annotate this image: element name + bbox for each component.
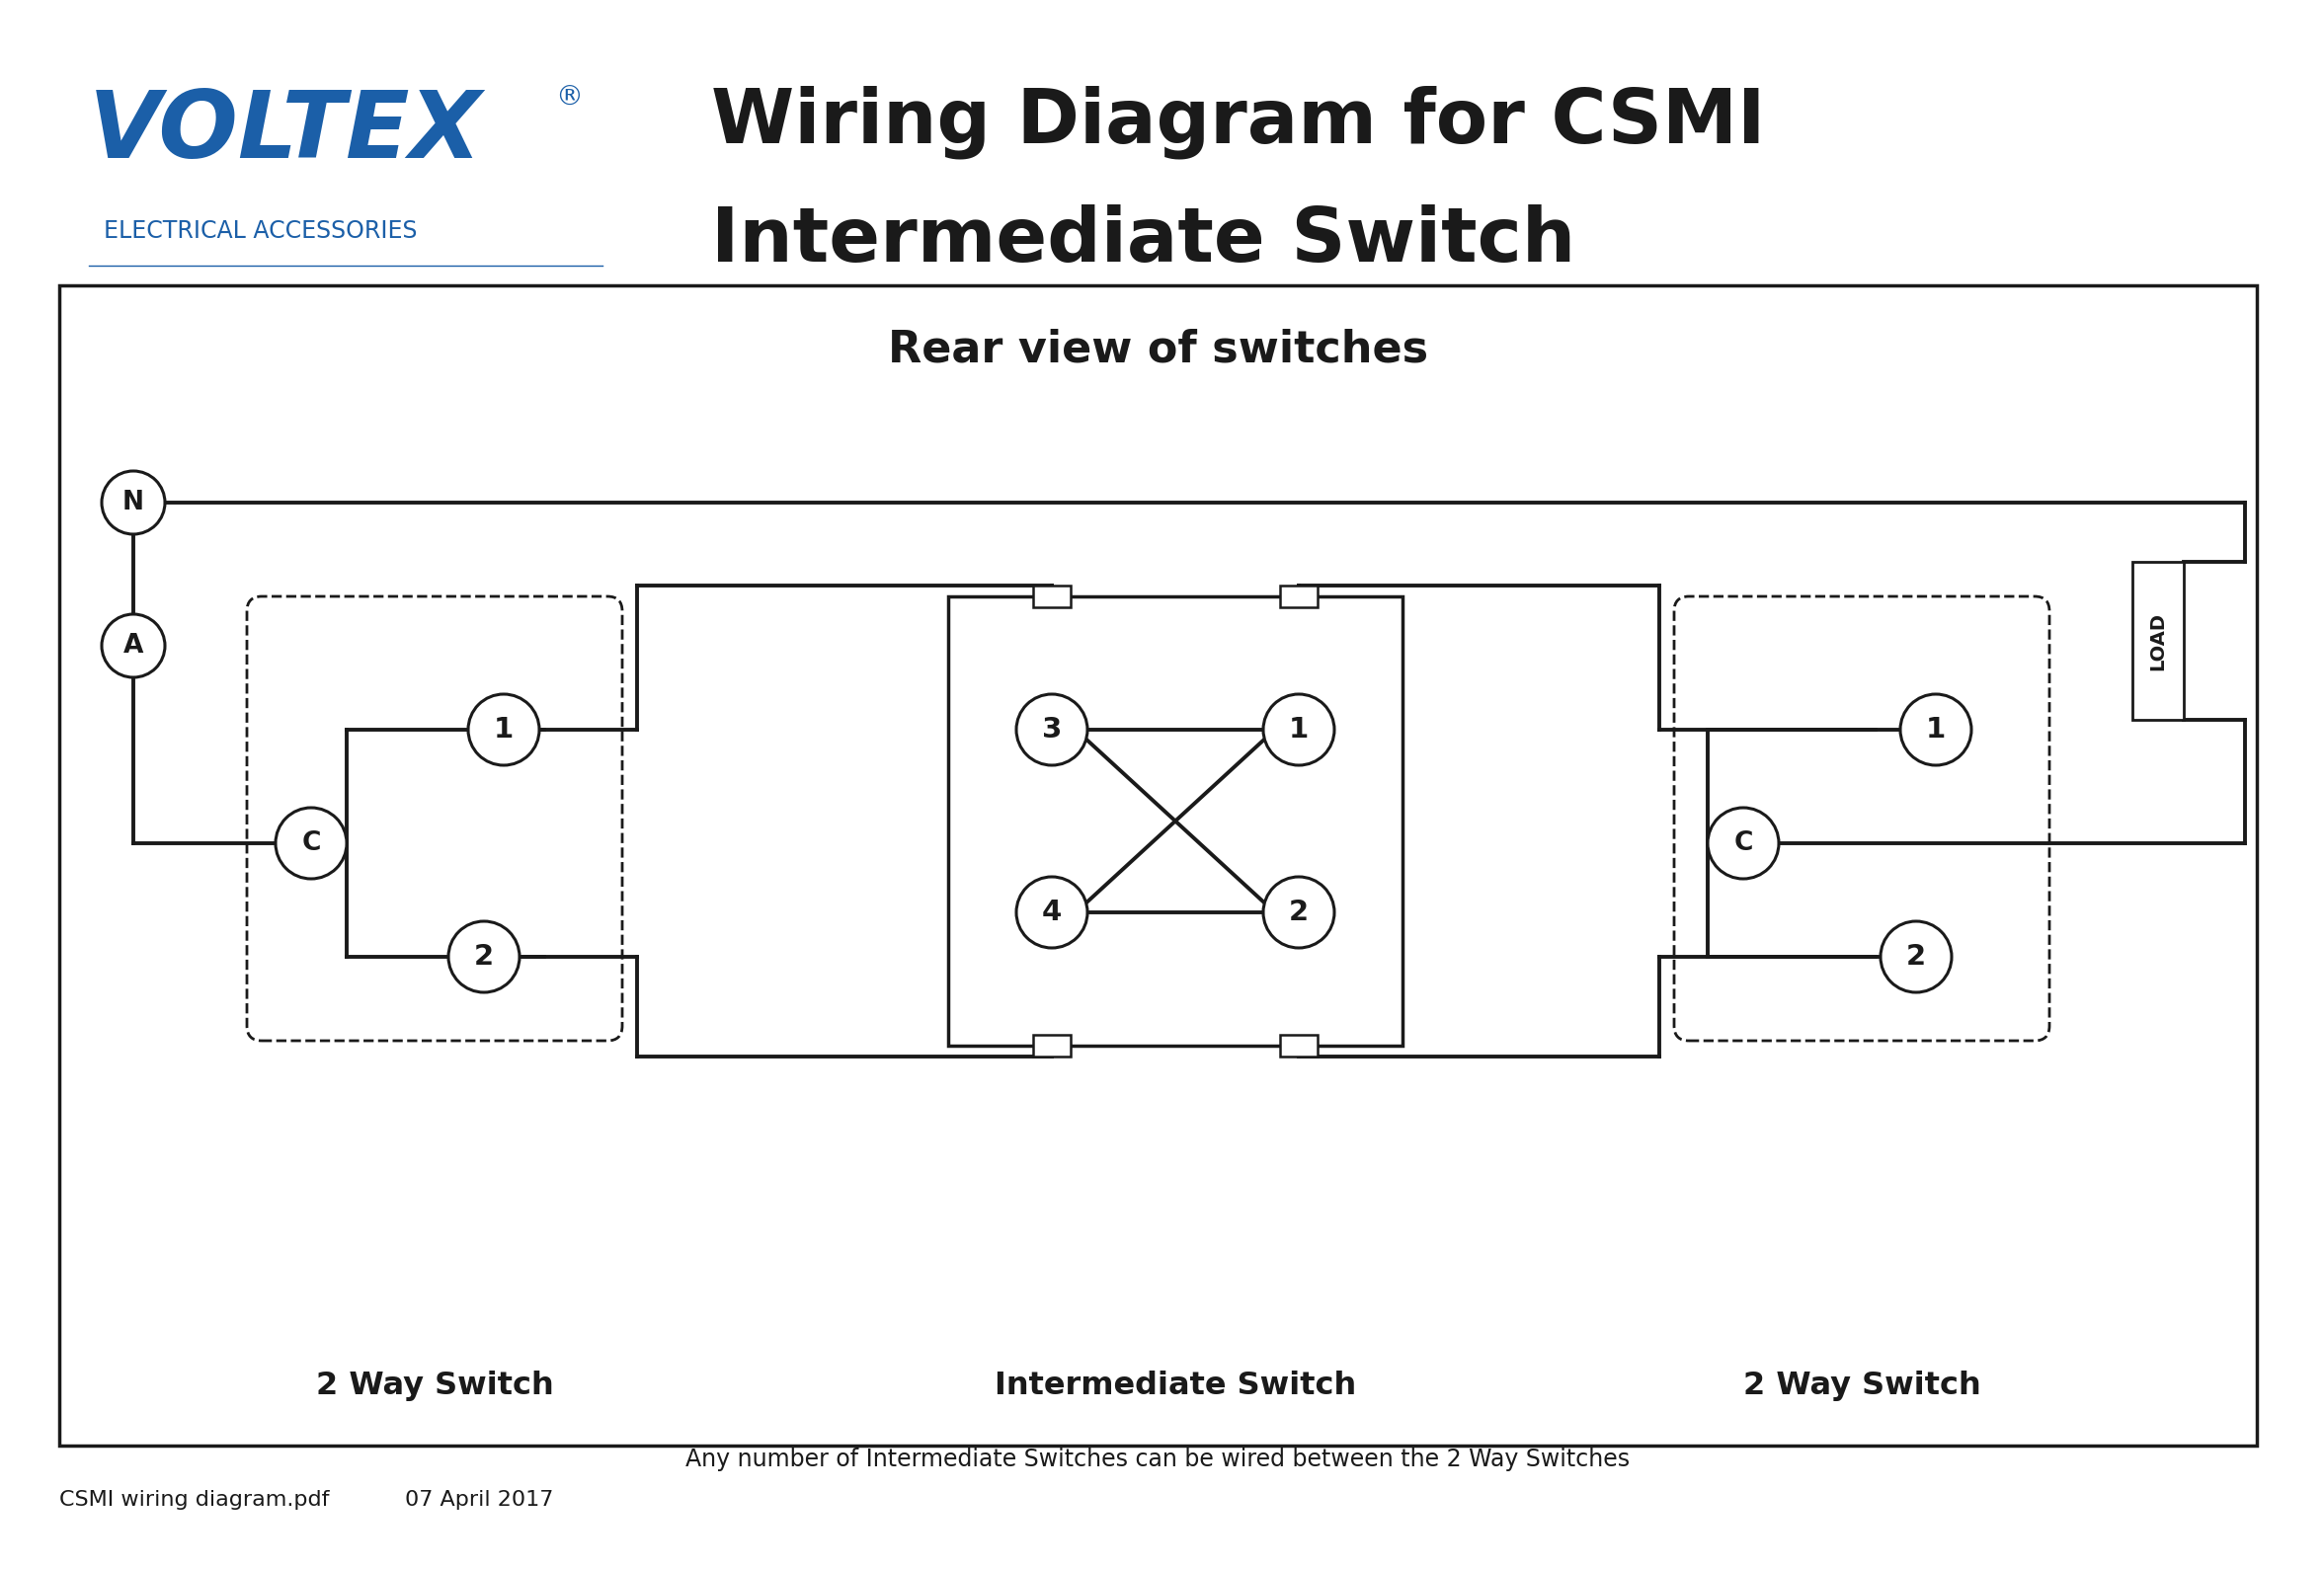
Bar (58, 286, 2257, 1445)
Text: CSMI wiring diagram.pdf: CSMI wiring diagram.pdf (58, 1491, 330, 1509)
Text: 1: 1 (493, 715, 514, 744)
Text: Wiring Diagram for CSMI: Wiring Diagram for CSMI (711, 86, 1766, 158)
Text: ELECTRICAL ACCESSORIES: ELECTRICAL ACCESSORIES (105, 220, 418, 243)
Text: 2: 2 (474, 943, 495, 971)
Text: 1: 1 (1290, 715, 1308, 744)
Text: 2: 2 (1290, 899, 1308, 926)
Text: Intermediate Switch: Intermediate Switch (995, 1371, 1357, 1401)
Circle shape (1016, 693, 1088, 766)
Bar (948, 596, 1401, 1045)
Text: Rear view of switches: Rear view of switches (888, 328, 1429, 370)
Text: 2: 2 (1906, 943, 1927, 971)
Circle shape (467, 693, 539, 766)
Text: 07 April 2017: 07 April 2017 (404, 1491, 553, 1509)
Text: 2 Way Switch: 2 Way Switch (1743, 1371, 1980, 1401)
Circle shape (449, 921, 521, 992)
Circle shape (1016, 877, 1088, 948)
Text: C: C (1734, 830, 1752, 857)
Bar (1034, 1036, 1071, 1056)
Text: VOLTEX: VOLTEX (88, 86, 483, 177)
Bar (1281, 1036, 1318, 1056)
Text: A: A (123, 632, 144, 659)
Text: 1: 1 (1927, 715, 1945, 744)
Text: N: N (123, 490, 144, 516)
Text: LOAD: LOAD (2150, 612, 2168, 670)
Circle shape (1264, 693, 1334, 766)
Circle shape (102, 613, 165, 678)
Circle shape (1901, 693, 1971, 766)
Text: Intermediate Switch: Intermediate Switch (711, 204, 1576, 278)
Circle shape (102, 471, 165, 533)
Text: 3: 3 (1041, 715, 1062, 744)
Circle shape (1880, 921, 1952, 992)
Circle shape (277, 808, 346, 879)
Circle shape (1708, 808, 1778, 879)
Bar (1281, 585, 1318, 607)
Bar (1034, 585, 1071, 607)
Bar (2133, 562, 2185, 720)
Text: ®: ® (555, 83, 583, 111)
Text: 2 Way Switch: 2 Way Switch (316, 1371, 553, 1401)
Text: Any number of Intermediate Switches can be wired between the 2 Way Switches: Any number of Intermediate Switches can … (686, 1448, 1629, 1472)
Text: C: C (302, 830, 321, 857)
Circle shape (1264, 877, 1334, 948)
Text: 4: 4 (1041, 899, 1062, 926)
